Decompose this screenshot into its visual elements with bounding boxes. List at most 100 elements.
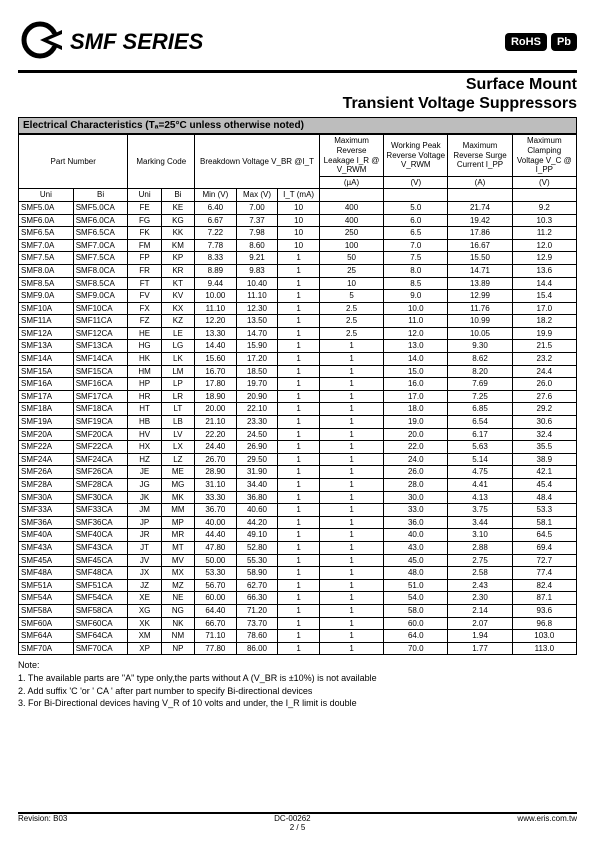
cell: SMF60CA xyxy=(73,617,128,630)
cell: FZ xyxy=(128,315,161,328)
cell: 1 xyxy=(319,541,383,554)
cell: 24.50 xyxy=(236,428,278,441)
cell: SMF28A xyxy=(19,479,74,492)
cell: 3.44 xyxy=(448,516,512,529)
cell: 42.1 xyxy=(512,466,576,479)
cell: HT xyxy=(128,403,161,416)
cell: 96.8 xyxy=(512,617,576,630)
notes: Note: 1. The available parts are "A" typ… xyxy=(18,659,577,709)
cell: 20.0 xyxy=(384,428,448,441)
unit-ua: (µA) xyxy=(319,176,383,189)
cell: 7.25 xyxy=(448,390,512,403)
cell: 1 xyxy=(278,403,320,416)
cell: KP xyxy=(161,252,194,265)
cell: XK xyxy=(128,617,161,630)
cell: FT xyxy=(128,277,161,290)
footer: Revision: B03 DC-00262 www.eris.com.tw 2… xyxy=(18,810,577,832)
table-row: SMF70ASMF70CAXPNP77.8086.001170.01.77113… xyxy=(19,642,577,655)
logo xyxy=(18,20,62,64)
cell: SMF11CA xyxy=(73,315,128,328)
cell: SMF7.0A xyxy=(19,239,74,252)
series-title: SMF SERIES xyxy=(70,29,203,55)
cell: 113.0 xyxy=(512,642,576,655)
cell: 1 xyxy=(278,390,320,403)
cell: 64.5 xyxy=(512,529,576,542)
cell: 45.4 xyxy=(512,479,576,492)
cell: 8.60 xyxy=(236,239,278,252)
th-bi2: Bi xyxy=(161,189,194,202)
cell: 2.58 xyxy=(448,567,512,580)
cell: MX xyxy=(161,567,194,580)
cell: 50 xyxy=(319,252,383,265)
cell: 48.4 xyxy=(512,491,576,504)
cell: 1 xyxy=(319,504,383,517)
note-2: 2. Add suffix 'C 'or ' CA ' after part n… xyxy=(18,685,577,698)
cell: 8.20 xyxy=(448,365,512,378)
cell: 60.00 xyxy=(195,592,237,605)
th-working: Working Peak Reverse Voltage V_RWM xyxy=(384,135,448,176)
cell: SMF51CA xyxy=(73,579,128,592)
cell: 32.4 xyxy=(512,428,576,441)
rohs-badge: RoHS xyxy=(505,33,547,51)
cell: 2.5 xyxy=(319,302,383,315)
table-row: SMF10ASMF10CAFXKX11.1012.3012.510.011.76… xyxy=(19,302,577,315)
cell: 19.42 xyxy=(448,214,512,227)
cell: 1 xyxy=(319,567,383,580)
cell: 35.5 xyxy=(512,441,576,454)
cell: SMF26CA xyxy=(73,466,128,479)
cell: HV xyxy=(128,428,161,441)
cell: 30.0 xyxy=(384,491,448,504)
cell: SMF17CA xyxy=(73,390,128,403)
cell: 2.30 xyxy=(448,592,512,605)
table-row: SMF22ASMF22CAHXLX24.4026.901122.05.6335.… xyxy=(19,441,577,454)
cell: 27.6 xyxy=(512,390,576,403)
cell: 26.90 xyxy=(236,441,278,454)
unit-v2: (V) xyxy=(512,176,576,189)
table-row: SMF58ASMF58CAXGNG64.4071.201158.02.1493.… xyxy=(19,604,577,617)
cell: SMF33A xyxy=(19,504,74,517)
cell: 10 xyxy=(278,214,320,227)
cell: 1 xyxy=(278,327,320,340)
cell: NE xyxy=(161,592,194,605)
cell: 9.0 xyxy=(384,290,448,303)
cell: 2.07 xyxy=(448,617,512,630)
cell: 56.70 xyxy=(195,579,237,592)
cell: HX xyxy=(128,441,161,454)
cell: SMF5.0A xyxy=(19,201,74,214)
cell: 1 xyxy=(319,630,383,643)
table-row: SMF28ASMF28CAJGMG31.1034.401128.04.4145.… xyxy=(19,479,577,492)
cell: 1 xyxy=(278,592,320,605)
cell: 13.6 xyxy=(512,264,576,277)
cell: 1 xyxy=(319,441,383,454)
cell: 40.60 xyxy=(236,504,278,517)
th-bi1: Bi xyxy=(73,189,128,202)
cell: 12.0 xyxy=(512,239,576,252)
cell: 6.85 xyxy=(448,403,512,416)
cell: SMF19CA xyxy=(73,416,128,429)
footer-revision: Revision: B03 xyxy=(18,814,67,823)
cell: MK xyxy=(161,491,194,504)
cell: 5.0 xyxy=(384,201,448,214)
cell: 1 xyxy=(278,252,320,265)
footer-docnum: DC-00262 xyxy=(274,814,310,823)
cell: SMF45CA xyxy=(73,554,128,567)
cell: MG xyxy=(161,479,194,492)
cell: 50.00 xyxy=(195,554,237,567)
cell: 58.0 xyxy=(384,604,448,617)
th-marking-code: Marking Code xyxy=(128,135,195,189)
cell: 7.98 xyxy=(236,227,278,240)
cell: SMF48CA xyxy=(73,567,128,580)
cell: 17.0 xyxy=(512,302,576,315)
table-row: SMF11ASMF11CAFZKZ12.2013.5012.511.010.99… xyxy=(19,315,577,328)
cell: SMF40CA xyxy=(73,529,128,542)
cell: 15.50 xyxy=(448,252,512,265)
cell: 10.40 xyxy=(236,277,278,290)
cell: 1 xyxy=(319,491,383,504)
cell: 17.20 xyxy=(236,353,278,366)
cell: 31.90 xyxy=(236,466,278,479)
subtitle: Surface Mount Transient Voltage Suppress… xyxy=(0,73,595,117)
cell: 21.5 xyxy=(512,340,576,353)
cell: 21.10 xyxy=(195,416,237,429)
table-row: SMF30ASMF30CAJKMK33.3036.801130.04.1348.… xyxy=(19,491,577,504)
cell: 66.30 xyxy=(236,592,278,605)
